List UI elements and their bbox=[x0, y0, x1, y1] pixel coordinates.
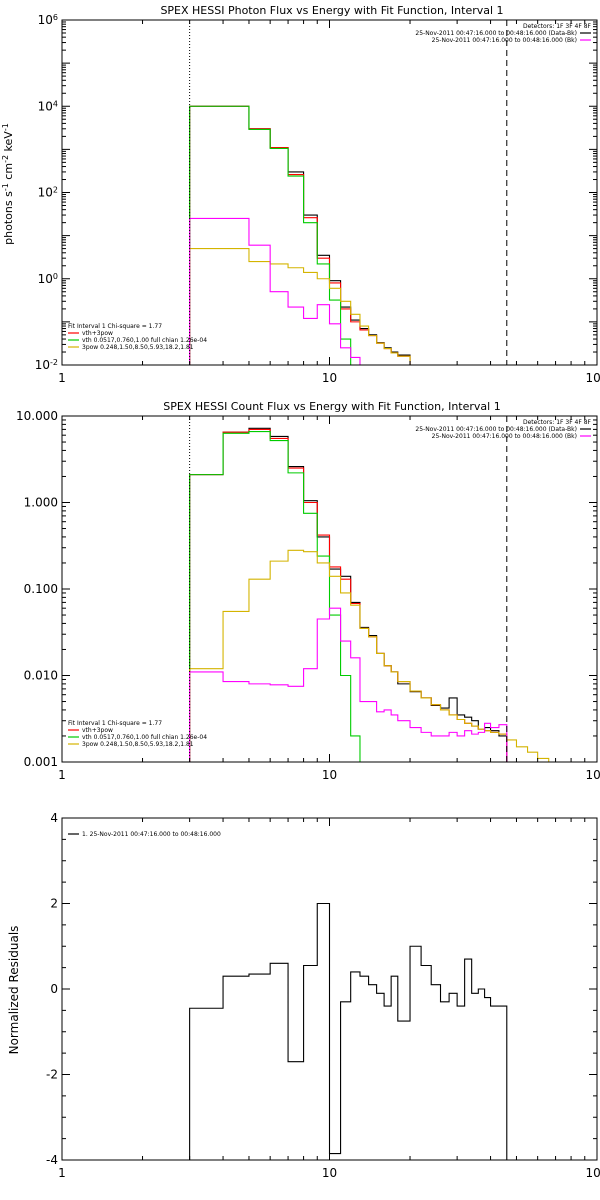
series-pow-line bbox=[190, 249, 517, 418]
x-tick-label: 100 bbox=[586, 1166, 600, 1180]
legend-right-entry: 25-Nov-2011 00:47:16.000 to 00:48:16.000… bbox=[415, 30, 577, 37]
y-tick-label: 10.000 bbox=[16, 409, 58, 423]
x-tick-label: 100 bbox=[586, 371, 600, 385]
x-tick-label: 1 bbox=[58, 768, 66, 782]
legend-left-entry: vth+3pow bbox=[82, 727, 113, 734]
y-tick-label: 0 bbox=[50, 982, 58, 996]
series-group bbox=[190, 904, 507, 1161]
y-tick-label: -4 bbox=[46, 1153, 58, 1167]
series-pow-line bbox=[190, 550, 571, 767]
y-axis: 0.001 0.010 0.100 1.000 10.000 bbox=[16, 409, 597, 769]
residuals-panel: Normalized Residuals 1. 25-Nov-2011 00:4… bbox=[7, 811, 600, 1180]
x-tick-label: 100 bbox=[586, 768, 600, 782]
series-data-line bbox=[190, 428, 507, 767]
chart-title: SPEX HESSI Count Flux vs Energy with Fit… bbox=[163, 400, 500, 413]
spex-figure: SPEX HESSI Photon Flux vs Energy with Fi… bbox=[0, 0, 600, 1200]
count-flux-panel: SPEX HESSI Count Flux vs Energy with Fit… bbox=[16, 400, 600, 782]
legend-right-entry: 25-Nov-2011 00:47:16.000 to 00:48:16.000… bbox=[432, 433, 577, 440]
x-tick-label: 10 bbox=[322, 1166, 337, 1180]
legend-left: Fit Interval 1 Chi-square = 1.77vth+3pow… bbox=[68, 720, 207, 748]
legend-right-entry: Detectors: 1F 3F 4F 8F bbox=[523, 23, 592, 30]
y-axis-label: Normalized Residuals bbox=[7, 926, 21, 1055]
y-axis: -4 -2 0 2 4 bbox=[46, 811, 597, 1167]
y-tick-label: 100 bbox=[38, 271, 58, 286]
x-axis: 1 10 100 bbox=[58, 20, 600, 385]
photon-flux-panel: SPEX HESSI Photon Flux vs Energy with Fi… bbox=[1, 4, 600, 418]
legend-left-entry: Fit Interval 1 Chi-square = 1.77 bbox=[68, 720, 162, 727]
y-tick-label: 4 bbox=[50, 811, 58, 825]
legend-left-entry: vth 0.0517,0.760,1.00 full chian 1.26e-0… bbox=[82, 337, 207, 344]
legend-left: Fit Interval 1 Chi-square = 1.77vth+3pow… bbox=[68, 323, 207, 351]
y-tick-label: 0.100 bbox=[24, 582, 58, 596]
legend-right-entry: 25-Nov-2011 00:47:16.000 to 00:48:16.000… bbox=[432, 37, 577, 44]
legend-left-entry: 3pow 0.248,1.50,8.50,5.93,18.2,1.81 bbox=[82, 741, 194, 748]
legend-left-entry: 1. 25-Nov-2011 00:47:16.000 to 00:48:16.… bbox=[82, 831, 221, 838]
y-tick-label: 106 bbox=[38, 13, 58, 28]
legend-right-entry: Detectors: 1F 3F 4F 8F bbox=[523, 419, 592, 426]
legend-right-entry: 25-Nov-2011 00:47:16.000 to 00:48:16.000… bbox=[415, 426, 577, 433]
legend-left: 1. 25-Nov-2011 00:47:16.000 to 00:48:16.… bbox=[68, 831, 221, 838]
y-axis-label: photons s-1 cm-2 keV-1 bbox=[1, 123, 16, 245]
legend-left-entry: 3pow 0.248,1.50,8.50,5.93,18.2,1.81 bbox=[82, 344, 194, 351]
y-tick-label: 104 bbox=[38, 99, 58, 114]
legend-left-entry: vth+3pow bbox=[82, 330, 113, 337]
y-tick-label: -2 bbox=[46, 1068, 58, 1082]
series-bk-line bbox=[190, 608, 507, 767]
series-vth-line bbox=[190, 432, 360, 767]
series-residuals-line bbox=[190, 904, 507, 1161]
y-tick-label: 2 bbox=[50, 897, 58, 911]
y-tick-label: 0.001 bbox=[24, 755, 58, 769]
y-tick-label: 1.000 bbox=[24, 496, 58, 510]
x-tick-label: 1 bbox=[58, 1166, 66, 1180]
series-fit-line bbox=[190, 429, 507, 767]
series-group bbox=[190, 428, 571, 767]
series-group bbox=[190, 106, 517, 417]
x-tick-label: 10 bbox=[322, 371, 337, 385]
y-tick-label: 10-2 bbox=[35, 358, 58, 373]
x-tick-label: 10 bbox=[322, 768, 337, 782]
x-tick-label: 1 bbox=[58, 371, 66, 385]
y-tick-label: 102 bbox=[38, 185, 58, 200]
legend-left-entry: vth 0.0517,0.760,1.00 full chian 1.26e-0… bbox=[82, 734, 207, 741]
y-tick-label: 0.010 bbox=[24, 669, 58, 683]
chart-title: SPEX HESSI Photon Flux vs Energy with Fi… bbox=[160, 4, 503, 17]
legend-left-entry: Fit Interval 1 Chi-square = 1.77 bbox=[68, 323, 162, 330]
